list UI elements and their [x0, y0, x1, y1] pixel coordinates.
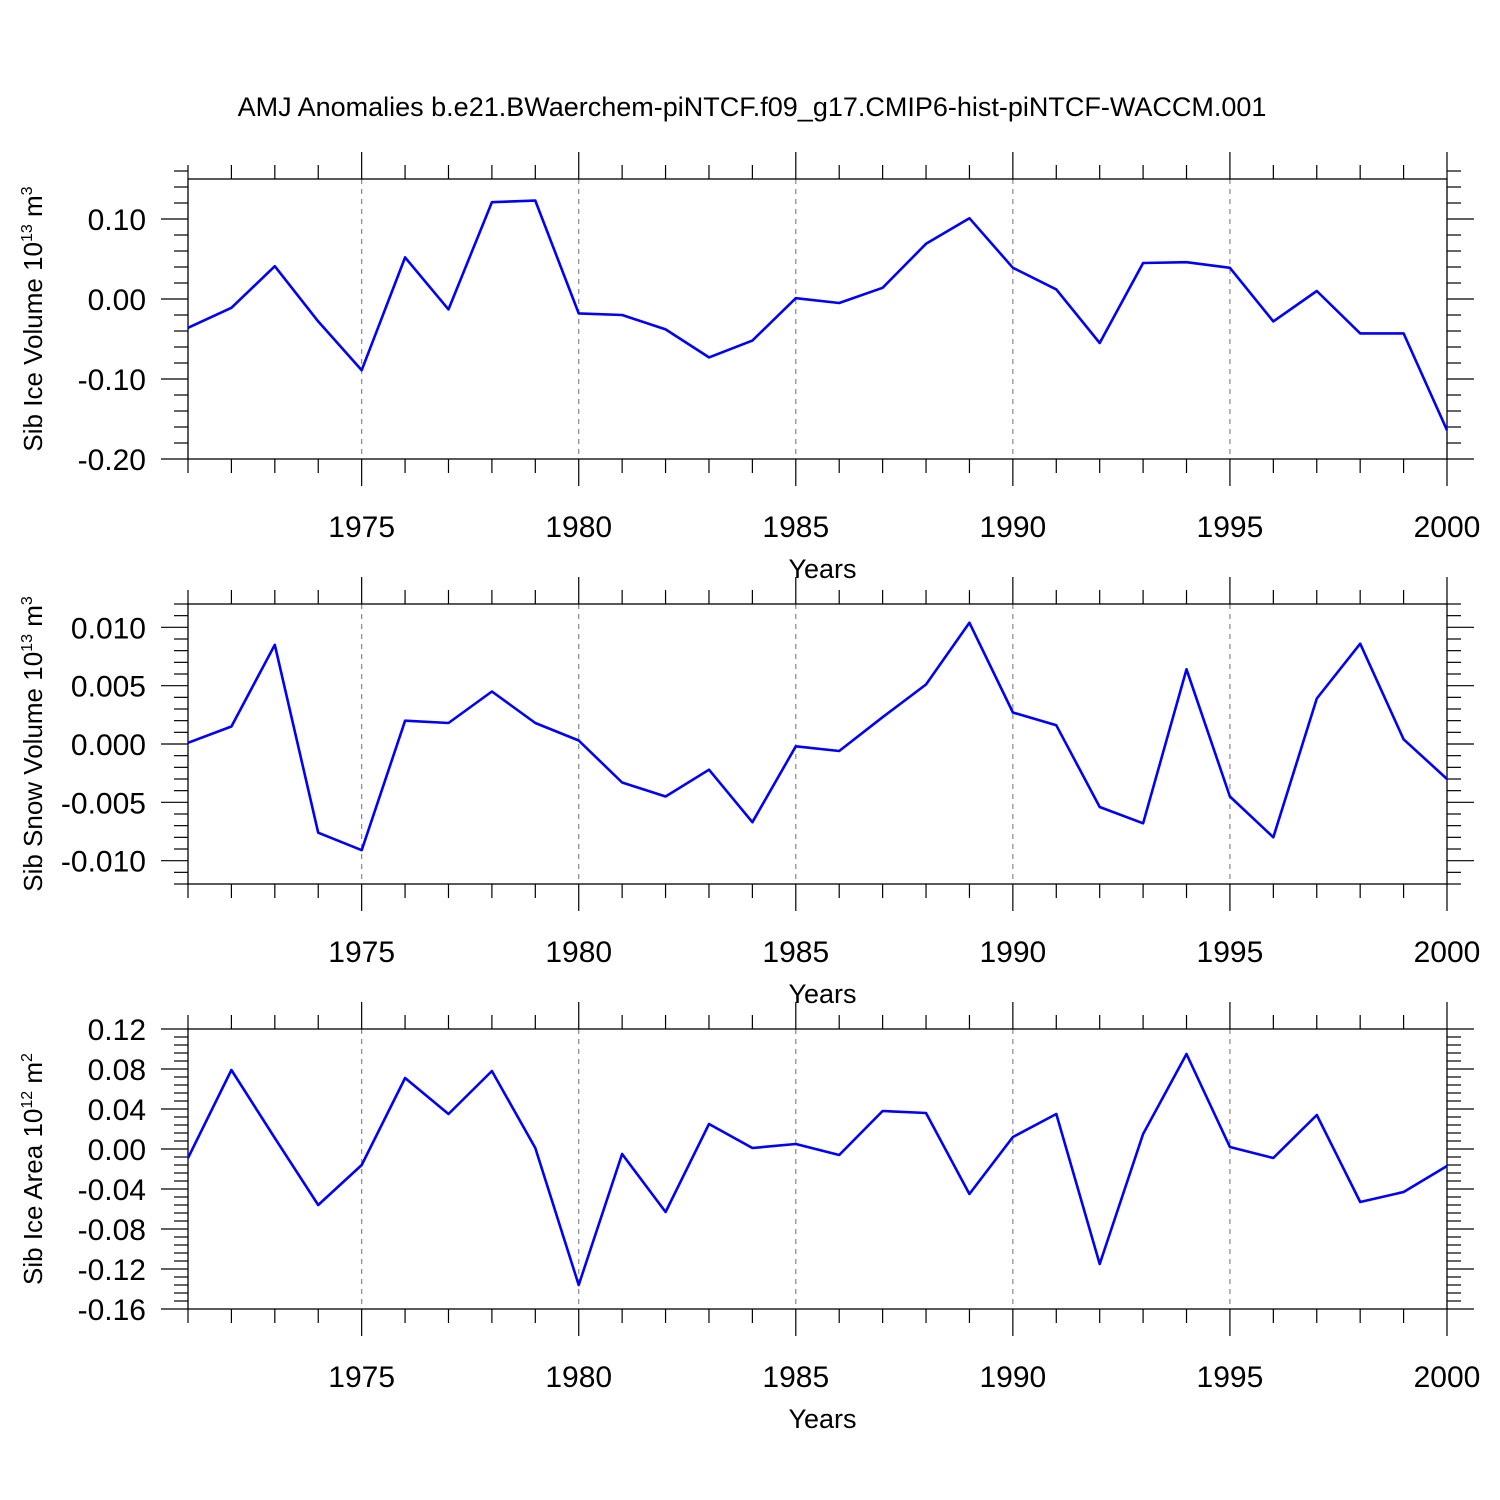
panel-ice-area: 1975 1980 1985 1990 1995 2000 Years -0.16 -0.12 -… [18, 1002, 1480, 1434]
series-line-snow-volume [187, 621, 1448, 852]
y-axis-label: Sib Ice Area 1012 m2 [18, 1053, 48, 1285]
x-tick-label: 1990 [979, 936, 1046, 969]
y-tick-label: -0.16 [78, 1294, 146, 1327]
y-tick-label: 0.10 [88, 204, 146, 237]
x-tick-label: 1975 [328, 1361, 395, 1394]
x-tick-label: 1985 [762, 936, 829, 969]
panel-ice-volume: 1975 1980 1985 1990 1995 2000 Years -0.20 -0.10 0… [18, 152, 1480, 584]
y-tick-label: 0.005 [71, 671, 146, 704]
y-axis-label: Sib Ice Volume 1013 m3 [18, 186, 48, 451]
series-line-ice-area [186, 1052, 1448, 1287]
x-tick-label: 2000 [1414, 1361, 1481, 1394]
y-axis-label: Sib Snow Volume 1013 m3 [18, 596, 48, 892]
plot-frame [187, 178, 1448, 460]
y-tick-label: -0.20 [78, 444, 146, 477]
y-tick-label: -0.10 [78, 364, 146, 397]
y-tick-label: 0.00 [88, 284, 146, 317]
y-tick-label: 0.12 [88, 1014, 146, 1047]
x-tick-label: 1980 [545, 1361, 612, 1394]
panel-snow-volume: 1975 1980 1985 1990 1995 2000 Years -0.010 -0.00… [18, 577, 1480, 1009]
x-axis-label: Years [788, 1404, 856, 1434]
y-tick-label: -0.04 [78, 1174, 146, 1207]
y-tick-label: -0.12 [78, 1254, 146, 1287]
y-tick-label: -0.005 [61, 787, 146, 820]
chart-title: AMJ Anomalies b.e21.BWaerchem-piNTCF.f09… [238, 92, 1267, 122]
x-axis-label: Years [788, 554, 856, 584]
x-tick-label: 1985 [762, 511, 829, 544]
x-tick-label: 1995 [1197, 1361, 1264, 1394]
x-tick-label: 1975 [328, 936, 395, 969]
x-tick-label: 1995 [1197, 936, 1264, 969]
x-tick-label: 1990 [979, 511, 1046, 544]
y-tick-label: 0.08 [88, 1054, 146, 1087]
x-tick-label: 1980 [545, 936, 612, 969]
plot-frame [187, 1028, 1448, 1310]
x-tick-label: 2000 [1414, 511, 1481, 544]
plot-frame [187, 603, 1448, 885]
y-tick-label: -0.010 [61, 846, 146, 879]
y-tick-label: 0.04 [88, 1094, 146, 1127]
x-axis-label: Years [788, 979, 856, 1009]
y-tick-label: 0.010 [71, 612, 146, 645]
x-tick-label: 1985 [762, 1361, 829, 1394]
x-tick-label: 1995 [1197, 511, 1264, 544]
series-line-ice-volume [187, 199, 1449, 431]
y-tick-label: 0.00 [88, 1134, 146, 1167]
x-tick-label: 1980 [545, 511, 612, 544]
y-tick-label: 0.000 [71, 729, 146, 762]
x-tick-label: 1990 [979, 1361, 1046, 1394]
x-tick-label: 1975 [328, 511, 395, 544]
y-tick-label: -0.08 [78, 1214, 146, 1247]
x-tick-label: 2000 [1414, 936, 1481, 969]
